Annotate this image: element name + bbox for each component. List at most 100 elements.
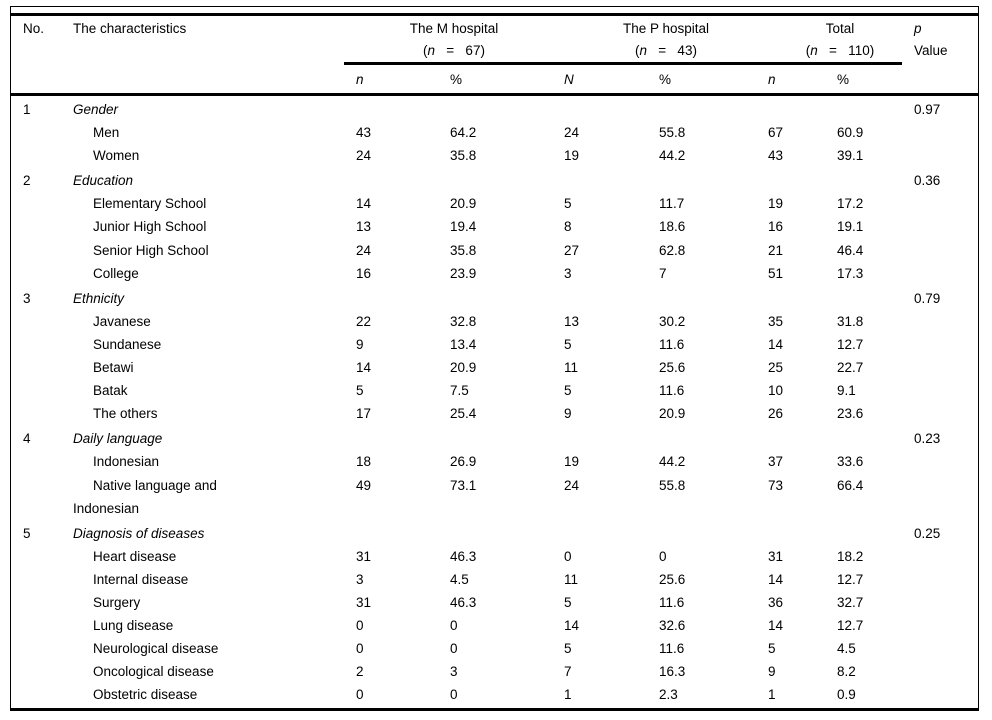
group-count: (n = 67) bbox=[423, 43, 485, 58]
p-value bbox=[912, 637, 978, 660]
cell-m-pct: 13.4 bbox=[450, 336, 477, 352]
cell-t-n: 67 bbox=[768, 125, 784, 141]
cell-t-pct: 23.6 bbox=[837, 406, 864, 422]
cell-m-n: 49 bbox=[356, 477, 372, 493]
cell-t-n: 1 bbox=[768, 687, 776, 703]
cell-m-pct: 64.2 bbox=[450, 125, 477, 141]
item-label: Lung disease bbox=[93, 618, 174, 634]
item-row: Surgery 31 46.3 5 11.6 36 32.7 bbox=[11, 591, 978, 614]
spacer bbox=[912, 65, 978, 93]
item-label: Indonesian bbox=[93, 454, 160, 470]
group-title: The M hospital bbox=[409, 21, 499, 36]
cell-m-n: 17 bbox=[356, 406, 372, 422]
cell-p-pct: 44.2 bbox=[659, 454, 686, 470]
cell-m-n: 3 bbox=[356, 571, 364, 587]
item-row: Indonesian 18 26.9 19 44.2 37 33.6 bbox=[11, 450, 978, 473]
p-value bbox=[912, 660, 978, 683]
cell-m-n: 0 bbox=[356, 687, 364, 703]
p-value: 0.79 bbox=[914, 290, 941, 306]
cell-p-pct: 25.6 bbox=[659, 571, 686, 587]
row-number bbox=[11, 660, 63, 683]
cell-t-pct bbox=[837, 427, 912, 450]
cell-t-pct: 33.6 bbox=[837, 454, 864, 470]
cell-t-pct: 0.9 bbox=[837, 687, 856, 703]
row-number bbox=[11, 356, 63, 379]
item-row: Native language and Indonesian 49 73.1 24 55… bbox=[11, 474, 978, 520]
cell-p-n: 5 bbox=[564, 196, 572, 212]
cell-p-n: 5 bbox=[564, 383, 572, 399]
cell-m-n: 18 bbox=[356, 454, 372, 470]
cell-p-pct: 11.6 bbox=[659, 336, 685, 352]
cell-m-pct: 25.4 bbox=[450, 406, 477, 422]
row-number: 4 bbox=[23, 431, 31, 447]
cell-p-pct: 32.6 bbox=[659, 618, 686, 634]
cell-t-pct: 31.8 bbox=[837, 313, 864, 329]
item-label: Women bbox=[93, 148, 140, 164]
cell-p-pct: 11.6 bbox=[659, 594, 685, 610]
cell-m-n: 31 bbox=[356, 548, 372, 564]
cell-t-n: 14 bbox=[768, 618, 784, 634]
item-row: Senior High School 24 35.8 27 62.8 21 46.4 bbox=[11, 239, 978, 262]
cell-p-n: 5 bbox=[564, 641, 572, 657]
subcol-header-t-pct: % bbox=[837, 71, 850, 87]
category-label: Ethnicity bbox=[73, 290, 125, 306]
item-row: Junior High School 13 19.4 8 18.6 16 19.1 bbox=[11, 215, 978, 238]
cell-p-pct: 0 bbox=[659, 548, 667, 564]
item-label: Neurological disease bbox=[93, 641, 219, 657]
item-row: Internal disease 3 4.5 11 25.6 14 12.7 bbox=[11, 568, 978, 591]
cell-t-pct: 17.2 bbox=[837, 196, 864, 212]
item-label: Elementary School bbox=[93, 196, 207, 212]
item-row: Lung disease 0 0 14 32.6 14 12.7 bbox=[11, 614, 978, 637]
cell-t-n: 37 bbox=[768, 454, 784, 470]
cell-m-n: 24 bbox=[356, 242, 372, 258]
row-number bbox=[11, 333, 63, 356]
cell-m-pct bbox=[450, 169, 564, 192]
cell-m-n bbox=[344, 98, 450, 121]
p-value bbox=[912, 683, 978, 706]
item-label: Betawi bbox=[93, 360, 134, 376]
row-number bbox=[11, 474, 63, 520]
cell-m-n: 2 bbox=[356, 664, 364, 680]
cell-m-n bbox=[344, 287, 450, 310]
cell-m-n: 5 bbox=[356, 383, 364, 399]
cell-t-pct bbox=[837, 522, 912, 545]
cell-m-pct bbox=[450, 98, 564, 121]
cell-p-n: 24 bbox=[564, 477, 580, 493]
row-number bbox=[11, 239, 63, 262]
subcol-header-m-pct: % bbox=[450, 71, 463, 87]
cell-m-pct: 35.8 bbox=[450, 148, 477, 164]
cell-m-n: 43 bbox=[356, 125, 372, 141]
header-separator-rule bbox=[11, 93, 978, 96]
cell-p-n bbox=[564, 287, 659, 310]
cell-t-n: 73 bbox=[768, 477, 784, 493]
row-number bbox=[11, 121, 63, 144]
subcol-header-t-n: n bbox=[768, 71, 776, 87]
cell-m-n: 22 bbox=[356, 313, 372, 329]
cell-m-pct: 20.9 bbox=[450, 196, 477, 212]
cell-p-n: 24 bbox=[564, 125, 580, 141]
cell-t-n bbox=[768, 287, 837, 310]
cell-p-n: 9 bbox=[564, 406, 572, 422]
row-number bbox=[11, 545, 63, 568]
cell-p-pct: 30.2 bbox=[659, 313, 686, 329]
cell-t-pct: 18.2 bbox=[837, 548, 864, 564]
item-label: Surgery bbox=[93, 594, 141, 610]
group-count: (n = 110) bbox=[805, 43, 875, 58]
item-row: Elementary School 14 20.9 5 11.7 19 17.2 bbox=[11, 192, 978, 215]
col-header-p-value: p Value bbox=[912, 18, 978, 62]
cell-t-pct: 46.4 bbox=[837, 242, 864, 258]
cell-m-pct: 73.1 bbox=[450, 477, 477, 493]
p-value bbox=[912, 144, 978, 167]
cell-t-n bbox=[768, 427, 837, 450]
cell-m-pct bbox=[450, 427, 564, 450]
item-row: College 16 23.9 3 7 51 17.3 bbox=[11, 262, 978, 285]
cell-t-n: 31 bbox=[768, 548, 784, 564]
category-label: Education bbox=[73, 173, 134, 189]
p-value bbox=[912, 614, 978, 637]
row-number bbox=[11, 614, 63, 637]
cell-m-n: 0 bbox=[356, 641, 364, 657]
cell-m-pct: 35.8 bbox=[450, 242, 477, 258]
item-label: Junior High School bbox=[93, 219, 207, 235]
p-value bbox=[912, 379, 978, 402]
cell-t-n: 26 bbox=[768, 406, 784, 422]
